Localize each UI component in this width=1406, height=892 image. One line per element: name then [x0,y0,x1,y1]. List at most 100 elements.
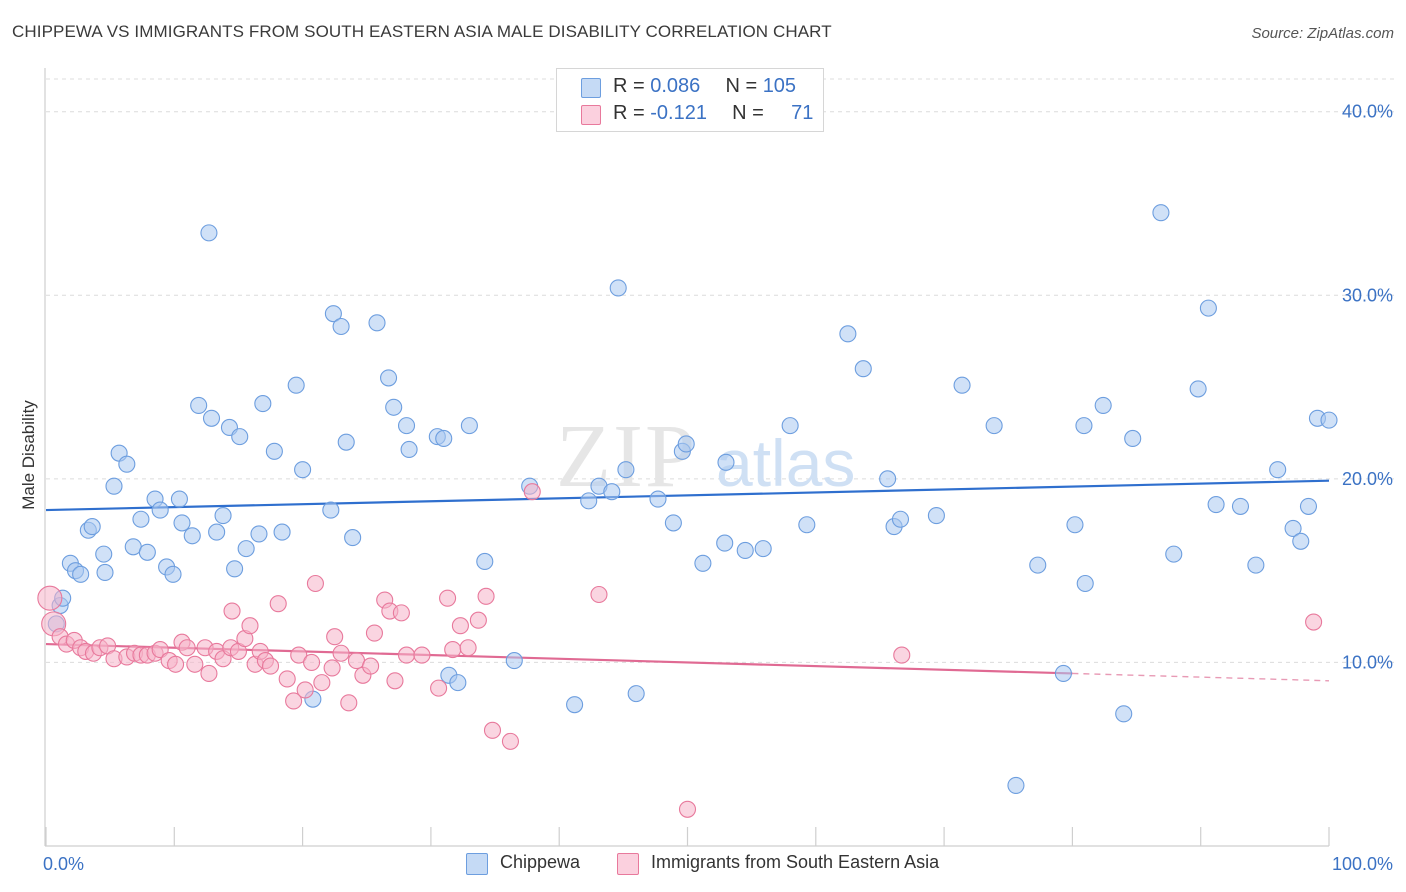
point-chippewa [265,442,283,460]
point-immigrants [200,664,218,682]
point-immigrants [186,655,204,673]
bottom-legend-label: Chippewa [500,852,581,872]
point-immigrants [323,659,341,677]
point-chippewa [649,490,667,508]
point-chippewa [183,527,201,545]
point-chippewa [716,534,734,552]
point-chippewa [476,552,494,571]
data-points [37,204,1338,818]
point-chippewa [138,543,156,561]
point-chippewa [397,417,416,435]
point-chippewa [1029,556,1047,574]
point-chippewa [1124,429,1142,448]
point-chippewa [1247,556,1265,574]
y-tick-labels: 10.0% 20.0% 30.0% 40.0% [1342,102,1393,673]
watermark: ZIP atlas [556,407,855,506]
point-immigrants [278,670,296,688]
point-chippewa [385,398,403,416]
chart-source: Source: ZipAtlas.com [1251,25,1394,42]
point-chippewa [1207,496,1225,514]
point-chippewa [200,224,218,242]
point-immigrants [285,692,303,710]
point-chippewa [1231,497,1250,515]
point-immigrants [178,639,196,657]
point-chippewa [214,507,232,525]
legend-n-value: 105 [762,75,797,97]
legend-n-label: N = [725,75,763,97]
point-chippewa [1054,664,1072,682]
point-chippewa [400,440,418,459]
point-chippewa [380,369,398,387]
point-chippewa [1075,417,1093,435]
watermark-atlas: atlas [716,426,855,500]
point-immigrants [893,646,911,664]
point-chippewa [72,565,90,583]
point-chippewa [1269,461,1287,479]
point-chippewa [226,560,244,578]
point-immigrants [151,641,169,659]
point-chippewa [798,516,816,534]
point-chippewa [105,477,123,495]
point-chippewa [617,461,635,479]
point-immigrants [469,611,487,629]
y-tick-label: 20.0% [1342,469,1393,489]
point-chippewa [1299,497,1318,515]
point-chippewa [1007,776,1025,794]
point-chippewa [1115,705,1133,723]
legend-n-label: N = [732,102,770,124]
point-chippewa [96,563,114,582]
point-chippewa [1152,204,1170,222]
point-chippewa [927,507,945,525]
point-chippewa [754,540,772,558]
point-chippewa [164,565,182,583]
point-chippewa [208,523,226,541]
point-immigrants [290,646,308,664]
y-tick-label: 10.0% [1342,652,1393,672]
grid-lines [46,78,1394,663]
point-chippewa [170,490,188,508]
point-immigrants [444,641,462,659]
point-chippewa [254,395,272,413]
point-immigrants [362,657,380,675]
point-immigrants [678,800,697,818]
bottom-legend-label: Immigrants from South Eastern Asia [651,852,940,872]
point-chippewa [237,540,255,558]
point-immigrants [451,617,469,635]
point-chippewa [603,483,621,501]
point-immigrants [386,672,404,690]
point-chippewa [368,314,386,332]
watermark-zip: ZIP [556,407,697,506]
point-immigrants [261,657,280,675]
x-tick-label-min: 0.0% [43,854,84,874]
point-chippewa [717,453,735,471]
point-chippewa [1284,519,1302,537]
point-chippewa [609,279,627,297]
axes [44,68,1330,847]
point-immigrants [413,646,431,664]
point-immigrants [1305,613,1323,631]
point-chippewa [322,501,340,519]
point-chippewa [190,396,208,414]
point-immigrants [340,694,358,712]
point-chippewa [736,541,754,560]
legend-r-label: R = [613,102,651,124]
y-tick-label: 40.0% [1342,102,1393,122]
point-chippewa [202,409,221,427]
x-tick-label-max: 100.0% [1332,854,1393,874]
point-chippewa [781,417,799,435]
point-immigrants [477,587,495,605]
chart-title: CHIPPEWA VS IMMIGRANTS FROM SOUTH EASTER… [12,22,832,41]
point-chippewa [294,461,312,479]
trend-line-dashed [1072,672,1330,682]
point-chippewa [250,525,268,543]
legend-swatch-pink [581,105,601,125]
point-chippewa [566,696,584,714]
legend: R = 0.086 N = 105 R = -0.121 N = 71 [556,68,824,132]
point-chippewa [1320,411,1338,429]
point-chippewa [83,518,101,536]
point-chippewa [273,523,291,541]
point-chippewa [132,510,150,528]
point-immigrants [430,679,448,697]
point-chippewa [449,674,467,692]
